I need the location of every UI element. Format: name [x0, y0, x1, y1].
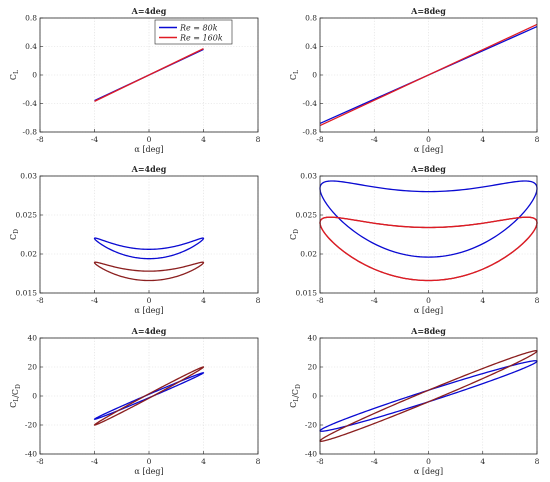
y-tick-label: -0.8	[303, 128, 318, 137]
x-tick-label: -4	[91, 457, 99, 466]
x-tick-label: -8	[36, 135, 44, 144]
panel-3: -8 -4 0 4 8 0.03 0.025 0.02 0.015 A=4deg α [deg] CD	[9, 164, 261, 315]
y-tick-label: 0.8	[305, 14, 317, 23]
x-axis-label: α [deg]	[134, 145, 163, 154]
y-axis-label: CD	[289, 229, 300, 240]
panel-2: -8 -4 0 4 8 0.8 0.4 0 -0.4 -0.8 A=8deg α [deg] CL	[289, 6, 540, 154]
y-tick-label: 0.015	[296, 289, 318, 298]
x-tick-label: 0	[147, 457, 152, 466]
y-tick-label: -20	[305, 421, 317, 430]
y-axis-label: CL	[9, 70, 20, 80]
x-tick-label: -4	[371, 135, 379, 144]
y-tick-label: 0.4	[25, 42, 37, 51]
y-axis-label: CL	[289, 70, 300, 80]
panel-title: A=4deg	[131, 326, 167, 336]
x-tick-label: 8	[535, 457, 540, 466]
y-tick-label: 0.025	[16, 211, 38, 220]
series-1-curve	[319, 180, 538, 258]
panel-4: -8 -4 0 4 8 0.03 0.025 0.02 0.015 A=8deg α [deg] CD	[289, 164, 540, 315]
y-axis-label: CD	[9, 229, 20, 240]
y-tick-label: 0	[32, 71, 37, 80]
series-2-curve	[93, 366, 205, 426]
x-tick-label: 8	[535, 296, 540, 305]
y-tick-label: -0.8	[23, 128, 38, 137]
x-tick-label: 0	[147, 296, 152, 305]
x-tick-label: -8	[316, 296, 324, 305]
panel-title: A=8deg	[410, 164, 446, 174]
y-tick-label: -20	[25, 421, 37, 430]
panel-title: A=4deg	[131, 164, 167, 174]
y-tick-label: 40	[307, 334, 317, 343]
y-tick-label: 0.025	[296, 211, 318, 220]
x-tick-label: 0	[147, 135, 152, 144]
panel-title: A=4deg	[131, 6, 167, 16]
y-tick-label: -40	[25, 450, 37, 459]
y-tick-label: 0	[32, 392, 37, 401]
y-tick-label: 0	[312, 71, 317, 80]
x-tick-label: 0	[426, 296, 431, 305]
y-tick-label: 0.015	[16, 289, 38, 298]
x-tick-label: -8	[316, 457, 324, 466]
x-tick-label: 4	[201, 296, 206, 305]
legend-label-1: Re = 80k	[179, 23, 218, 32]
x-tick-label: 4	[480, 135, 485, 144]
x-tick-label: 4	[480, 296, 485, 305]
plot-area	[320, 176, 537, 293]
x-axis-label: α [deg]	[414, 145, 443, 154]
x-tick-label: -8	[36, 296, 44, 305]
x-tick-label: 4	[480, 457, 485, 466]
series-2-curve	[94, 48, 204, 102]
y-tick-label: 20	[27, 363, 37, 372]
x-tick-label: 8	[535, 135, 540, 144]
series-2-curve	[319, 23, 538, 127]
x-axis-label: α [deg]	[134, 467, 163, 476]
y-tick-label: 40	[27, 334, 37, 343]
x-tick-label: -4	[371, 457, 379, 466]
series-1-curve	[93, 237, 205, 260]
x-tick-label: 4	[201, 135, 206, 144]
legend-label-2: Re = 160k	[179, 33, 223, 42]
y-tick-label: -40	[305, 450, 317, 459]
series-2-curve	[319, 350, 538, 442]
x-tick-label: 8	[256, 457, 261, 466]
y-tick-label: -0.4	[303, 99, 318, 108]
plot-area	[320, 338, 537, 454]
panel-title: A=8deg	[410, 326, 446, 336]
x-axis-label: α [deg]	[414, 306, 443, 315]
x-tick-label: 8	[256, 135, 261, 144]
x-tick-label: 0	[426, 135, 431, 144]
plot-area	[40, 338, 258, 454]
x-tick-label: -4	[371, 296, 379, 305]
x-tick-label: -8	[316, 135, 324, 144]
y-tick-label: 20	[307, 363, 317, 372]
x-tick-label: 8	[256, 296, 261, 305]
x-tick-label: 4	[201, 457, 206, 466]
y-tick-label: 0.03	[300, 172, 317, 181]
x-tick-label: -4	[91, 296, 99, 305]
x-tick-label: -8	[36, 457, 44, 466]
y-tick-label: 0	[312, 392, 317, 401]
x-tick-label: -4	[91, 135, 99, 144]
panel-title: A=8deg	[410, 6, 446, 16]
legend-box	[154, 19, 233, 45]
y-axis-label: CL/CD	[289, 384, 302, 408]
y-tick-label: 0.02	[300, 250, 317, 259]
series-2-curve	[93, 261, 205, 282]
y-tick-label: 0.02	[20, 250, 37, 259]
y-tick-label: 0.4	[305, 42, 317, 51]
y-tick-label: 0.8	[25, 14, 37, 23]
y-axis-label: CL/CD	[9, 384, 22, 408]
y-tick-label: -0.4	[23, 99, 38, 108]
x-tick-label: 0	[426, 457, 431, 466]
x-axis-label: α [deg]	[134, 306, 163, 315]
plot-area	[40, 176, 258, 293]
x-axis-label: α [deg]	[414, 467, 443, 476]
series-3-curve	[319, 216, 538, 282]
y-tick-label: 0.03	[20, 172, 37, 181]
